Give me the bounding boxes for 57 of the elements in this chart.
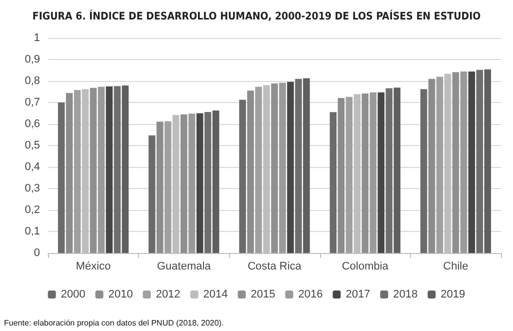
y-tick-label: 0,6 xyxy=(24,118,40,130)
legend-label: 2016 xyxy=(298,288,323,300)
legend-label: 2017 xyxy=(346,288,370,300)
bar xyxy=(330,112,337,253)
legend-label: 2012 xyxy=(156,288,180,300)
source-note: Fuente: elaboración propia con datos del PNUD (2018, 2020). xyxy=(4,318,224,328)
legend-label: 2018 xyxy=(393,288,418,300)
y-tick-label: 0,8 xyxy=(24,75,40,87)
bar xyxy=(386,88,392,253)
bar xyxy=(148,135,156,253)
bar xyxy=(287,82,294,253)
bar xyxy=(196,113,204,253)
bar xyxy=(295,78,302,253)
bar xyxy=(468,72,476,253)
y-tick-label: 0,7 xyxy=(24,96,40,108)
bar xyxy=(114,86,121,253)
y-tick-label: 0 xyxy=(34,247,40,259)
bar xyxy=(58,102,65,253)
legend-label: 2019 xyxy=(440,288,466,300)
bar xyxy=(106,86,113,253)
x-tick-label: Costa Rica xyxy=(248,260,302,272)
x-tick-label: Chile xyxy=(443,260,468,272)
bar xyxy=(212,110,220,253)
bar xyxy=(247,90,254,253)
y-tick-label: 0,4 xyxy=(24,161,40,173)
bar xyxy=(303,78,310,253)
legend-label: 2015 xyxy=(250,288,276,300)
bar xyxy=(346,96,353,253)
bar xyxy=(66,93,73,253)
bar xyxy=(164,121,172,253)
bar xyxy=(255,86,262,253)
bar xyxy=(156,122,164,253)
bar xyxy=(484,69,492,253)
bar xyxy=(122,86,129,253)
bar xyxy=(420,89,428,253)
bar xyxy=(436,76,444,253)
bar xyxy=(378,92,384,253)
bar xyxy=(204,112,212,253)
x-tick-label: México xyxy=(76,260,111,272)
y-tick-label: 0,5 xyxy=(24,140,40,152)
bar xyxy=(74,90,81,253)
legend-label: 2000 xyxy=(60,288,86,300)
bar xyxy=(476,70,484,253)
chart-title: FIGURA 6. ÍNDICE DE DESARROLLO HUMANO, 2000-2019 DE LOS PAÍSES EN ESTUDIO xyxy=(32,10,481,22)
bar xyxy=(239,100,246,253)
y-tick-label: 0,3 xyxy=(24,182,40,194)
bar xyxy=(338,98,345,253)
y-tick-label: 1 xyxy=(34,32,40,44)
x-tick-label: Colombia xyxy=(342,260,390,272)
y-tick-label: 0,2 xyxy=(24,204,40,216)
bar xyxy=(394,88,400,253)
x-tick-label: Guatemala xyxy=(156,260,212,272)
legend-label: 2010 xyxy=(108,288,133,300)
y-tick-label: 0,1 xyxy=(24,226,40,238)
y-tick-label: 0,9 xyxy=(24,54,40,66)
legend-label: 2014 xyxy=(203,288,228,300)
bar xyxy=(428,78,436,253)
